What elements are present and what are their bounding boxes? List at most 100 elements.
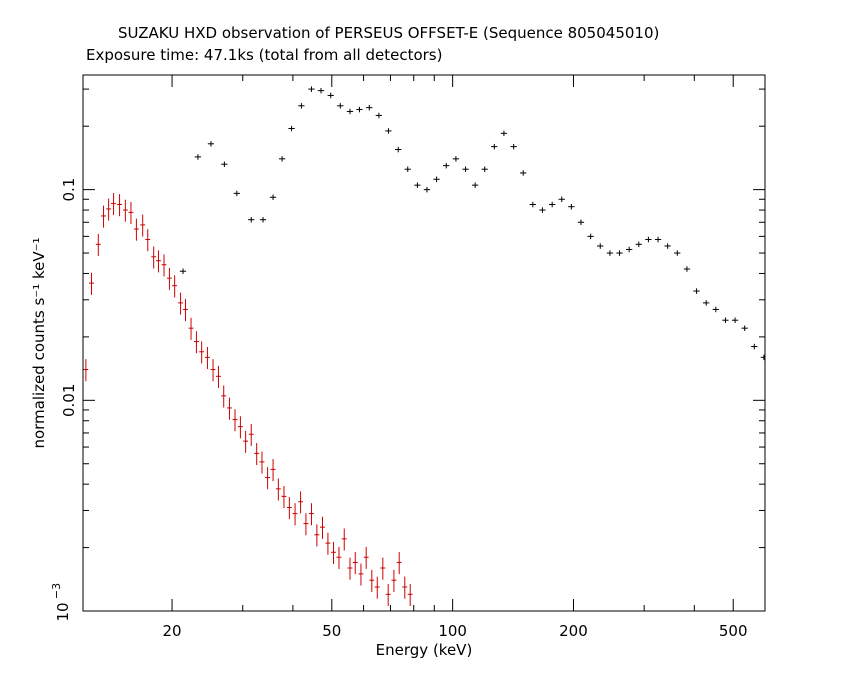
data-point — [363, 546, 369, 569]
data-point — [462, 166, 469, 172]
data-point — [500, 130, 508, 137]
data-point — [472, 182, 479, 188]
data-point — [722, 317, 729, 323]
data-point — [133, 218, 139, 241]
data-point — [358, 563, 364, 586]
data-point — [140, 214, 146, 237]
data-point — [309, 503, 314, 526]
data-point — [433, 176, 440, 183]
data-point — [303, 513, 309, 536]
plot-frame — [82, 74, 766, 612]
data-point — [396, 552, 402, 575]
data-point — [337, 103, 344, 109]
data-point — [210, 359, 216, 382]
x-tick-label: 200 — [559, 622, 588, 640]
data-point — [151, 246, 157, 269]
data-point — [314, 524, 320, 547]
data-point — [481, 166, 488, 172]
data-point — [510, 143, 517, 150]
data-point — [385, 128, 392, 134]
data-point — [298, 103, 305, 109]
data-point — [269, 194, 277, 201]
x-tick-label: 100 — [438, 622, 467, 640]
y-tick-label: 0.1 — [60, 178, 78, 202]
data-point — [89, 272, 94, 295]
data-point — [227, 397, 232, 420]
data-point — [347, 557, 353, 580]
data-point — [391, 569, 397, 592]
data-point — [221, 161, 228, 168]
data-point — [597, 243, 604, 249]
data-point — [172, 275, 178, 298]
data-point — [693, 288, 700, 294]
data-point — [281, 486, 287, 509]
x-tick-label: 20 — [163, 622, 182, 640]
data-point — [664, 243, 671, 249]
data-point — [166, 267, 172, 290]
data-point — [520, 170, 527, 176]
data-point — [374, 576, 380, 599]
data-point — [232, 409, 238, 432]
y-tick-exp-power: −3 — [50, 583, 63, 599]
data-point — [325, 532, 331, 555]
data-point — [375, 112, 382, 119]
data-point — [587, 233, 594, 240]
data-point — [402, 576, 408, 599]
data-point — [237, 416, 243, 439]
data-point — [106, 198, 112, 221]
data-point — [101, 205, 106, 228]
data-point — [286, 497, 292, 520]
data-point — [674, 250, 681, 256]
y-tick-label-exponent: 10 −3 — [50, 583, 72, 622]
data-point — [577, 219, 585, 226]
data-point — [760, 354, 765, 361]
data-point — [275, 478, 281, 501]
series-0 — [83, 193, 413, 607]
data-point — [161, 254, 167, 277]
data-point — [207, 141, 215, 147]
data-point — [341, 528, 347, 551]
data-point — [178, 292, 183, 315]
data-point — [539, 207, 546, 213]
data-point — [331, 541, 336, 564]
data-point — [346, 108, 354, 115]
data-point — [254, 442, 260, 466]
data-point — [352, 552, 358, 575]
data-point — [233, 190, 240, 197]
data-point — [395, 146, 402, 153]
data-point — [731, 317, 739, 323]
chart-title: SUZAKU HXD observation of PERSEUS OFFSET… — [118, 24, 659, 42]
data-point — [491, 143, 498, 150]
data-point — [194, 154, 202, 160]
x-tick-label: 500 — [719, 622, 748, 640]
data-point — [292, 503, 298, 526]
data-point — [336, 546, 342, 569]
data-point — [117, 194, 122, 217]
data-point — [95, 233, 101, 257]
data-point — [199, 341, 205, 364]
data-point — [529, 201, 536, 208]
y-tick-label: 0.01 — [60, 384, 78, 417]
data-point — [327, 92, 334, 99]
data-point — [188, 317, 194, 340]
data-point — [635, 241, 642, 248]
data-point — [568, 203, 575, 210]
data-point — [414, 182, 421, 188]
data-point — [616, 250, 623, 256]
data-point — [221, 385, 227, 408]
data-point — [380, 557, 386, 580]
data-point — [122, 199, 128, 222]
x-tick-label: 50 — [322, 622, 341, 640]
data-point — [712, 306, 719, 313]
data-point — [443, 162, 450, 169]
data-point — [645, 236, 652, 243]
data-point — [320, 516, 325, 539]
data-point — [145, 229, 151, 252]
data-point — [83, 359, 89, 382]
data-point — [270, 459, 276, 482]
data-point — [741, 325, 748, 331]
data-point — [259, 451, 265, 474]
data-point — [156, 250, 161, 273]
data-point — [407, 583, 413, 607]
data-point — [317, 87, 325, 94]
